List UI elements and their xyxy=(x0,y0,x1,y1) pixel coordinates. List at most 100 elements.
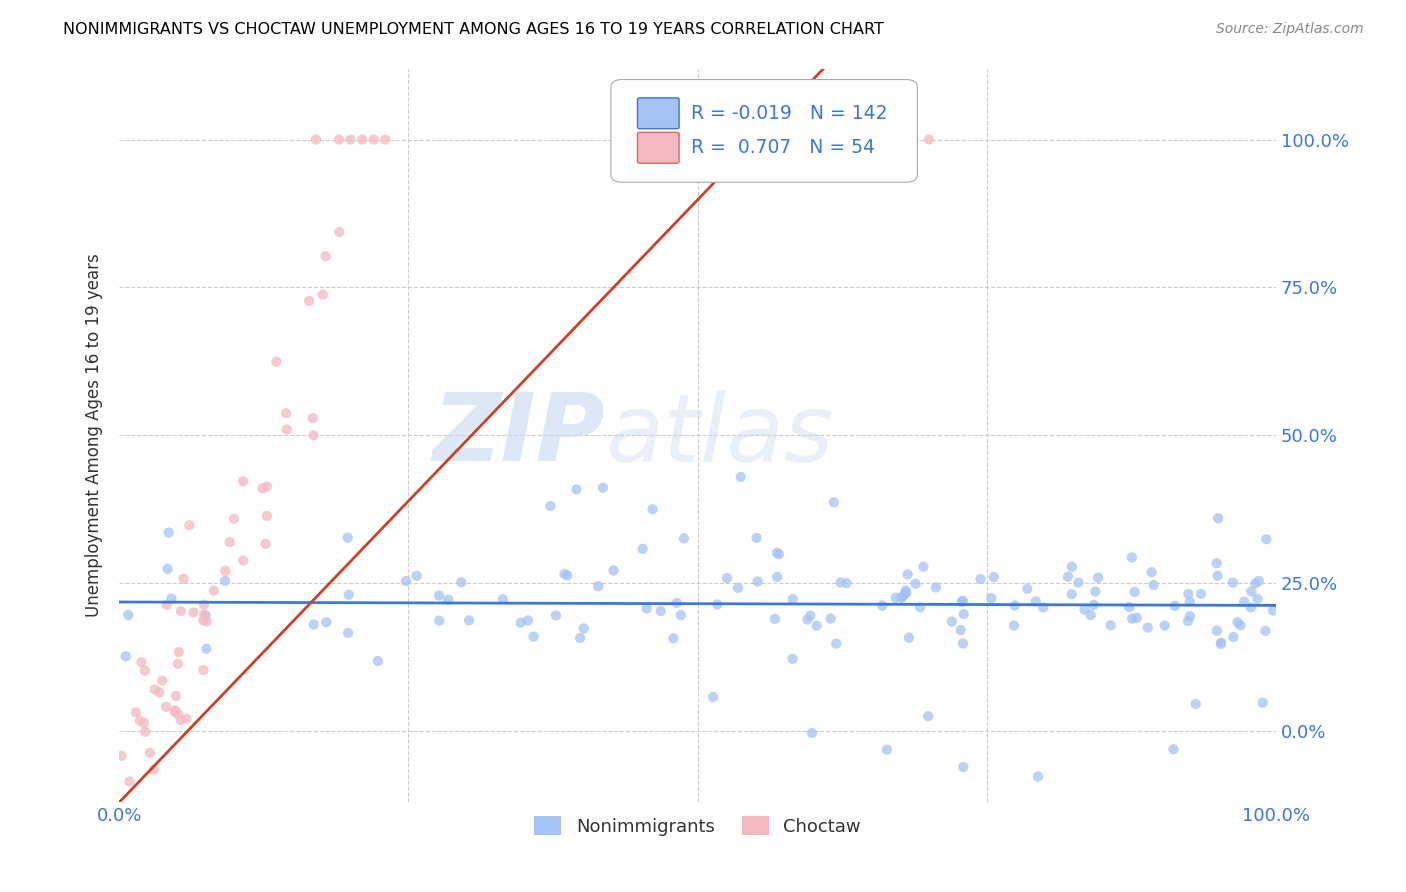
Point xyxy=(1247,574,1270,588)
Point xyxy=(1222,630,1244,644)
Point xyxy=(950,595,973,609)
Point xyxy=(193,607,215,622)
Point xyxy=(395,574,418,588)
Point xyxy=(232,553,254,567)
Point xyxy=(665,596,688,610)
Point xyxy=(896,586,918,600)
Point xyxy=(952,594,974,608)
Point xyxy=(142,763,165,777)
Point xyxy=(980,591,1002,606)
Point xyxy=(555,568,578,582)
Point xyxy=(1025,594,1047,608)
Text: Source: ZipAtlas.com: Source: ZipAtlas.com xyxy=(1216,22,1364,37)
Point xyxy=(194,608,217,623)
Point xyxy=(1099,618,1122,632)
Point xyxy=(672,531,695,545)
Point xyxy=(509,615,531,630)
Point xyxy=(1057,569,1080,583)
Point xyxy=(352,132,374,146)
Point xyxy=(1229,618,1251,632)
Point xyxy=(156,562,179,576)
Point xyxy=(1178,594,1201,608)
Point xyxy=(301,411,323,425)
Point xyxy=(173,572,195,586)
Point xyxy=(222,512,245,526)
Point xyxy=(117,608,139,623)
Point xyxy=(1121,611,1143,625)
Point xyxy=(1125,611,1147,625)
Point xyxy=(305,132,328,146)
Point xyxy=(276,422,298,436)
Point xyxy=(516,614,538,628)
Point xyxy=(890,591,912,605)
Point xyxy=(1032,600,1054,615)
Point xyxy=(912,559,935,574)
Point xyxy=(1084,584,1107,599)
Point xyxy=(768,547,790,561)
Point xyxy=(766,546,789,560)
FancyBboxPatch shape xyxy=(637,98,679,128)
Point xyxy=(1142,578,1164,592)
Point xyxy=(315,249,337,263)
Point xyxy=(1240,600,1263,615)
Point xyxy=(427,589,450,603)
Point xyxy=(1083,598,1105,612)
Point xyxy=(918,132,941,146)
Point xyxy=(897,631,920,645)
Point xyxy=(337,626,360,640)
Point xyxy=(1226,615,1249,630)
Point xyxy=(1178,609,1201,624)
Point xyxy=(110,748,132,763)
Point xyxy=(274,406,297,420)
Point xyxy=(169,713,191,727)
Point xyxy=(588,579,610,593)
Point xyxy=(1233,594,1256,608)
Point xyxy=(662,632,685,646)
Point xyxy=(763,612,786,626)
Text: atlas: atlas xyxy=(605,390,834,481)
Point xyxy=(155,598,177,612)
Point xyxy=(131,655,153,669)
Point xyxy=(565,483,588,497)
Point xyxy=(437,592,460,607)
Point xyxy=(193,614,215,628)
Point xyxy=(195,615,218,629)
Point xyxy=(122,847,145,862)
Point xyxy=(800,726,823,740)
Point xyxy=(160,591,183,606)
Point xyxy=(893,588,915,602)
Point xyxy=(890,591,912,605)
Point xyxy=(363,132,385,146)
Point xyxy=(806,618,828,632)
Point xyxy=(1121,550,1143,565)
Point xyxy=(232,475,254,489)
Point xyxy=(150,673,173,688)
Point xyxy=(544,608,567,623)
Point xyxy=(1087,571,1109,585)
Point xyxy=(631,541,654,556)
Point xyxy=(298,293,321,308)
Point xyxy=(492,592,515,607)
Point xyxy=(114,649,136,664)
Point xyxy=(747,574,769,589)
Point xyxy=(825,636,848,650)
Point xyxy=(1140,566,1163,580)
Point xyxy=(823,495,845,509)
Point xyxy=(336,531,359,545)
Point xyxy=(706,598,728,612)
Point xyxy=(252,481,274,495)
Point xyxy=(1163,742,1185,756)
Point xyxy=(157,525,180,540)
Point xyxy=(1073,602,1095,616)
Point xyxy=(702,690,724,704)
Point xyxy=(1222,575,1244,590)
Point xyxy=(134,664,156,678)
Point xyxy=(176,712,198,726)
Point xyxy=(538,499,561,513)
Point xyxy=(1240,584,1263,599)
Point xyxy=(1136,621,1159,635)
Point xyxy=(1244,576,1267,591)
Point xyxy=(1002,618,1025,632)
Point xyxy=(374,132,396,146)
Y-axis label: Unemployment Among Ages 16 to 19 years: Unemployment Among Ages 16 to 19 years xyxy=(86,253,103,617)
